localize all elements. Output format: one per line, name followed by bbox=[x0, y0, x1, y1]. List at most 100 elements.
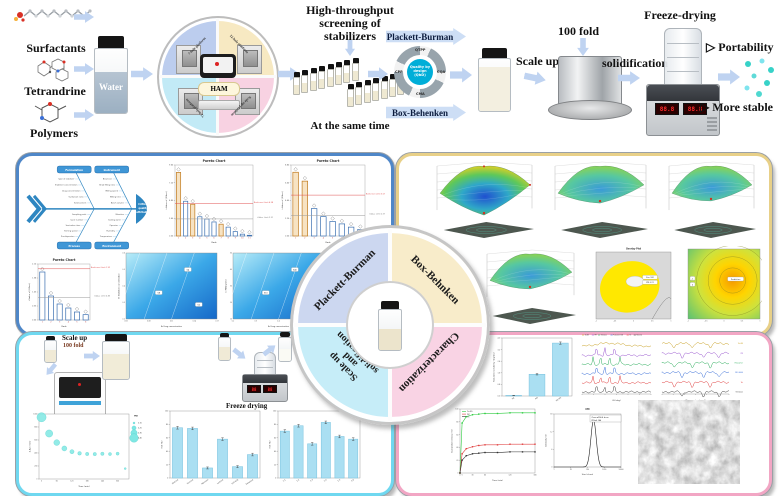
svg-text:Milling speed: Milling speed bbox=[105, 191, 118, 193]
svg-text:0: 0 bbox=[457, 473, 458, 475]
size-time-bubble-chart: 0 200 400 600 800 1000 0 60 120 180 240 300 Time (mi… bbox=[28, 410, 148, 488]
svg-text:80: 80 bbox=[166, 424, 168, 426]
arrow-to-powder bbox=[718, 69, 740, 85]
svg-text:0.25: 0.25 bbox=[138, 428, 142, 430]
svg-text:PDI: PDI bbox=[134, 416, 138, 418]
svg-text:0.05: 0.05 bbox=[124, 320, 127, 322]
svg-text:5: 5 bbox=[462, 474, 463, 476]
hts-vial bbox=[372, 78, 380, 102]
svg-text:Bonferroni Limit 4.38: Bonferroni Limit 4.38 bbox=[254, 201, 274, 204]
arrow-water-to-ham bbox=[131, 67, 153, 81]
svg-text:Type of stabilizer: Type of stabilizer bbox=[58, 178, 74, 181]
svg-text:11: 11 bbox=[248, 238, 250, 240]
response-surface-2 bbox=[546, 158, 654, 242]
svg-text:Humidity: Humidity bbox=[106, 230, 115, 233]
svg-text:-1: -1 bbox=[692, 278, 695, 280]
svg-text:Tet: Tet bbox=[741, 381, 744, 384]
svg-text:180: 180 bbox=[533, 474, 536, 476]
arrow-qbd-to-nanosuspension bbox=[450, 67, 472, 83]
svg-text:B: Stabilizer concentration: B: Stabilizer concentration bbox=[117, 273, 120, 299]
svg-text:-0.5: -0.5 bbox=[613, 320, 616, 322]
box-behenken-arrow-label: Box-Behenken bbox=[391, 107, 448, 118]
freeze-dryer-vent bbox=[707, 117, 717, 131]
svg-text:60: 60 bbox=[274, 438, 276, 440]
svg-text:80: 80 bbox=[274, 424, 276, 426]
svg-text:400: 400 bbox=[34, 453, 37, 455]
svg-text:60: 60 bbox=[456, 434, 458, 436]
svg-text:Trehalose: Trehalose bbox=[245, 478, 255, 486]
svg-text:3: 3 bbox=[314, 238, 315, 240]
hts-vial bbox=[301, 70, 309, 94]
svg-text:Solid content: Solid content bbox=[74, 202, 87, 205]
hts-vial bbox=[309, 68, 318, 92]
svg-text:PDI=0.146: PDI=0.146 bbox=[592, 420, 603, 422]
outcome-portability-label: Portability bbox=[718, 40, 774, 54]
svg-text:0.53: 0.53 bbox=[32, 306, 36, 308]
svg-text:1.6: 1.6 bbox=[498, 373, 501, 375]
hts-vial bbox=[318, 66, 326, 90]
svg-text:Bonferroni Limit 5.07: Bonferroni Limit 5.07 bbox=[366, 192, 385, 195]
svg-text:CM: CM bbox=[585, 408, 590, 411]
svg-text:1: 1 bbox=[760, 320, 761, 322]
arrow-bl-scaleup bbox=[84, 350, 100, 362]
svg-text:Bonferroni Limit 1.92: Bonferroni Limit 1.92 bbox=[91, 266, 110, 269]
hts-vial bbox=[343, 60, 351, 84]
svg-text:Time (min): Time (min) bbox=[492, 480, 503, 482]
svg-text:1.58: 1.58 bbox=[32, 278, 37, 280]
svg-text:7.20: 7.20 bbox=[169, 182, 174, 184]
svg-text:Tet: Tet bbox=[511, 396, 515, 400]
svg-text:4.0: 4.0 bbox=[498, 338, 501, 340]
qbd-center-line1: Quality by bbox=[409, 65, 431, 70]
svg-text:Poloxamer 188: Poloxamer 188 bbox=[613, 334, 623, 337]
svg-text:Prediction: Prediction bbox=[731, 278, 741, 281]
arrow-polymers bbox=[74, 109, 94, 121]
svg-text:PVP K30: PVP K30 bbox=[232, 479, 240, 486]
svg-text:1:4: 1:4 bbox=[324, 479, 328, 483]
bullet-icon: ▷ bbox=[700, 100, 710, 114]
hts-vial bbox=[363, 80, 372, 104]
water-label: Water bbox=[99, 82, 123, 92]
svg-text:20: 20 bbox=[230, 302, 232, 304]
vial-cap bbox=[98, 36, 124, 51]
freeze-drying-title: Freeze-drying bbox=[644, 8, 716, 22]
freeze-dryer-body: 88.8 88.8 bbox=[646, 84, 720, 136]
svg-text:58: 58 bbox=[157, 293, 160, 295]
nanosuspension-vial bbox=[478, 48, 511, 112]
arrow-surfactants bbox=[74, 11, 94, 23]
svg-text:1: 1 bbox=[42, 322, 43, 324]
bl-freeze-drying-label: Freeze drying bbox=[226, 402, 268, 410]
svg-text:10: 10 bbox=[570, 469, 572, 471]
lyophilized-vial bbox=[278, 332, 292, 362]
svg-text:800: 800 bbox=[34, 427, 37, 429]
svg-text:4: 4 bbox=[323, 238, 325, 240]
svg-text:50: 50 bbox=[230, 253, 232, 255]
svg-text:9.60: 9.60 bbox=[169, 165, 174, 167]
svg-text:40: 40 bbox=[166, 451, 168, 453]
hts-vial bbox=[347, 84, 355, 108]
svg-text:Tet-NS: Tet-NS bbox=[555, 396, 562, 402]
ratio-bar-chart: 0 20 40 60 80 100 RDI (%) 1:1 1:2 1:3 1:4 1:5 1:6 bbox=[268, 407, 362, 488]
svg-text:9: 9 bbox=[235, 238, 237, 240]
svg-text:0.4: 0.4 bbox=[277, 320, 279, 322]
svg-text:0.45: 0.45 bbox=[138, 438, 142, 440]
svg-text:0.00: 0.00 bbox=[285, 236, 290, 238]
svg-text:RDI (%): RDI (%) bbox=[162, 440, 164, 448]
svg-text:3: 3 bbox=[192, 238, 193, 240]
input-label-surfactants: Surfactants bbox=[26, 41, 86, 55]
hts-caption: At the same time bbox=[310, 120, 390, 132]
svg-text:1:3: 1:3 bbox=[310, 479, 314, 483]
svg-text:200: 200 bbox=[34, 466, 37, 468]
svg-text:100: 100 bbox=[165, 411, 168, 413]
xrd-patterns: Tet-NS PM Trehalose Poloxamer 188 Tet Mannito… bbox=[578, 332, 654, 402]
svg-text:Temperature: Temperature bbox=[100, 235, 113, 238]
svg-text:2: 2 bbox=[50, 322, 51, 324]
svg-text:1: 1 bbox=[671, 320, 672, 322]
svg-text:Batch volume: Batch volume bbox=[111, 202, 125, 205]
svg-text:-1: -1 bbox=[687, 320, 689, 322]
svg-text:6: 6 bbox=[85, 322, 87, 324]
svg-text:0.4: 0.4 bbox=[122, 286, 124, 288]
cryoprotectant-bar-chart: 0 20 40 60 80 100 RDI (%) Glucose Sucrose Mannito… bbox=[160, 407, 262, 488]
svg-text:Sampling point: Sampling point bbox=[72, 213, 87, 216]
svg-text:2θ (deg): 2θ (deg) bbox=[612, 400, 621, 402]
